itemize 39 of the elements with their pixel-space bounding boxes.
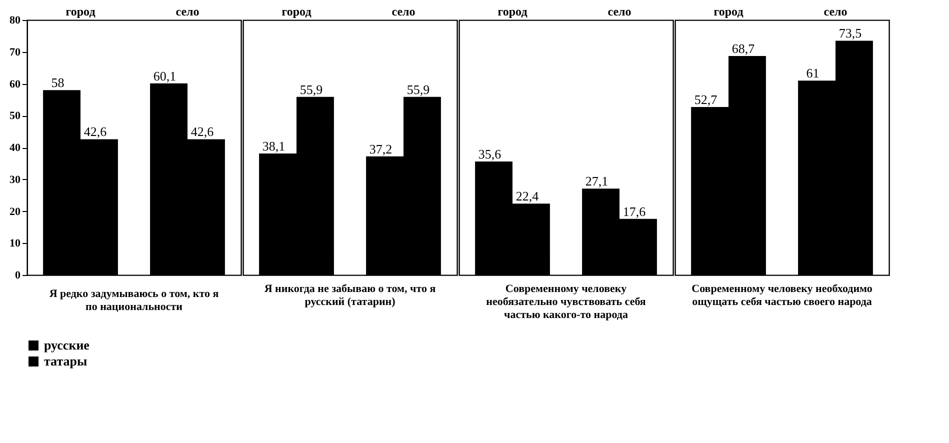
x-axis-title: Я редко задумываюсь о том, кто я по национальности [49,288,219,313]
data-label: 42,6 [190,124,214,140]
x-tick-label: город [498,4,528,18]
x-tick-label: село [824,4,848,18]
y-tick-label: 80 [10,14,21,26]
y-tick-label: 40 [10,142,21,154]
y-tick-label: 60 [10,78,21,90]
x-axis-title: Современному человеку необходимо ощущать себя частью своего народа [692,283,873,308]
x-tick-label: город [714,4,744,18]
y-tick-label: 70 [10,46,21,58]
data-label: 52,7 [694,92,718,108]
data-label: 38,1 [262,138,286,154]
data-label: 73,5 [838,26,862,41]
y-tick-label: 20 [10,206,21,218]
data-label: 55,9 [406,82,430,97]
data-label: 22,4 [516,188,540,204]
data-label: 17,6 [622,204,646,219]
x-tick-label: город [282,4,312,18]
data-label: 42,6 [84,124,108,140]
x-tick-label: село [608,4,632,18]
y-tick-label: 30 [10,174,21,186]
y-tick-label: 0 [15,270,21,282]
x-tick-label: село [176,4,200,18]
x-axis-title: Современному человеку необязательно чувствовать себя частью какого-то народа [486,283,646,321]
x-axis-title: Я никогда не забываю о том, что я русский (татарин) [264,283,436,308]
data-label: 55,9 [300,82,323,97]
legend-label: русские [44,338,90,352]
data-label: 61 [806,66,820,81]
data-label: 37,2 [369,141,392,156]
y-tick-label: 50 [10,110,21,122]
data-label: 35,6 [478,146,502,162]
legend-label: татары [44,354,88,368]
data-label: 27,1 [585,174,608,189]
x-tick-label: село [392,4,416,18]
y-tick-label: 10 [10,238,21,250]
data-label: 60,1 [153,68,176,84]
data-label: 68,7 [732,41,756,56]
data-label: 58 [51,75,64,90]
x-tick-label: город [66,4,96,18]
